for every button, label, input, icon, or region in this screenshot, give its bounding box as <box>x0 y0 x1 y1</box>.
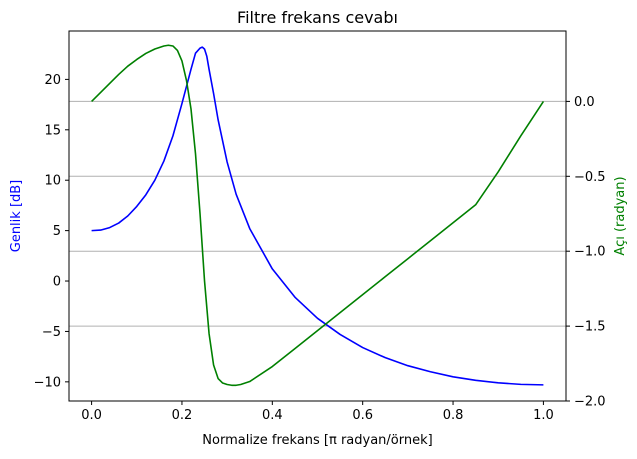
y-left-tick-label: 0 <box>53 275 61 290</box>
y-left-tick-label: 20 <box>44 73 61 88</box>
x-axis-ticks: 0.0 0.2 0.4 0.6 0.8 1.0 <box>81 401 554 423</box>
series-line-phase <box>91 44 545 387</box>
y-right-tick-label: −1.0 <box>574 245 606 260</box>
y-left-tick-label: 15 <box>44 123 61 138</box>
x-tick-label: 1.0 <box>533 408 554 423</box>
x-tick-label: 0.0 <box>81 408 102 423</box>
y-left-axis-title: Genlik [dB] <box>9 180 24 253</box>
chart-title: Filtre frekans cevabı <box>237 8 398 27</box>
plot-frame <box>68 30 567 402</box>
grid-lines <box>69 100 566 402</box>
y-left-tick-label: −10 <box>34 375 61 390</box>
y-right-tick-label: −0.5 <box>574 170 606 185</box>
y-right-tick-label: −1.5 <box>574 320 606 335</box>
y-right-tick-label: −2.0 <box>574 395 606 410</box>
series-lines <box>91 44 545 387</box>
y-left-tick-label: −5 <box>42 325 61 340</box>
x-axis-title: Normalize frekans [π radyan/örnek] <box>202 433 432 448</box>
x-tick-label: 0.2 <box>172 408 193 423</box>
x-tick-label: 0.6 <box>352 408 373 423</box>
y-left-tick-label: 5 <box>53 224 61 239</box>
y-right-tick-label: 0.0 <box>574 95 595 110</box>
series-line-magnitude <box>91 46 544 386</box>
y-right-axis-ticks: −2.0 −1.5 −1.0 −0.5 0.0 <box>566 95 606 410</box>
x-tick-label: 0.8 <box>443 408 464 423</box>
x-tick-label: 0.4 <box>262 408 283 423</box>
y-left-axis-ticks: −10 −5 0 5 10 15 20 <box>34 73 69 390</box>
y-left-tick-label: 10 <box>44 174 61 189</box>
y-right-axis-title: Açı (radyan) <box>613 176 628 255</box>
